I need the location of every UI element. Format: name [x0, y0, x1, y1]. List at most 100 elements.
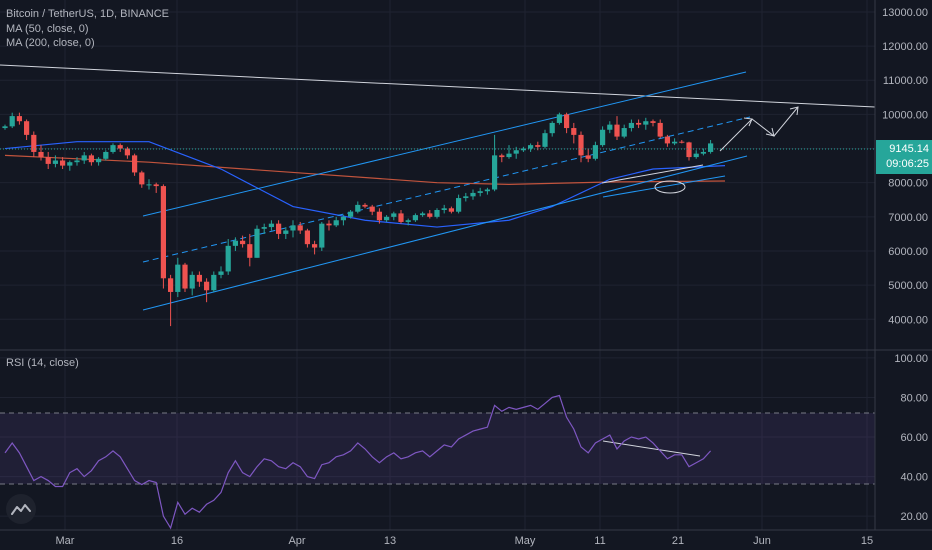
price-tick-label: 13000.00: [882, 7, 928, 19]
candle-body: [369, 206, 375, 212]
channel-upper-line: [142, 71, 747, 217]
channel-mid-dashed-line: [142, 116, 751, 263]
candle-body: [578, 134, 584, 156]
symbol-legend[interactable]: Bitcoin / TetherUS, 1D, BINANCE: [6, 8, 170, 20]
time-tick-label: 16: [171, 535, 183, 547]
candle-body: [643, 121, 649, 125]
price-tick-label: 7000.00: [888, 212, 928, 224]
candle-body: [456, 198, 462, 212]
candle-body: [297, 225, 303, 231]
time-tick-label: 11: [594, 535, 605, 547]
candle-body: [74, 160, 80, 163]
rsi-tick-label: 60.00: [900, 432, 928, 444]
candle-body: [362, 204, 368, 207]
candle-body: [700, 151, 706, 154]
candle-body: [693, 153, 699, 158]
candle-body: [391, 213, 397, 217]
tradingview-logo-icon: [11, 504, 31, 515]
tradingview-logo[interactable]: [6, 494, 36, 524]
candle-body: [124, 148, 130, 156]
candle-body: [664, 136, 670, 144]
price-tick-label: 8000.00: [888, 178, 928, 190]
support-line: [602, 175, 726, 198]
candle-body: [261, 227, 267, 229]
candle-body: [196, 274, 202, 282]
arrow-head-3: [789, 106, 799, 116]
rsi-tick-label: 80.00: [900, 392, 928, 404]
candle-body: [319, 223, 325, 248]
time-axis[interactable]: Mar 16 Apr 13 May 11 21 Jun 15: [56, 535, 874, 547]
candle-body: [240, 240, 246, 245]
candle-body: [585, 155, 591, 159]
candle-body: [2, 126, 8, 129]
trend-drawings: [0, 64, 876, 457]
candle-body: [218, 271, 224, 275]
candle-body: [499, 155, 505, 158]
candle-body: [326, 223, 332, 226]
candle-body: [312, 244, 318, 248]
time-tick-label: 21: [672, 535, 684, 547]
price-tick-label: 11000.00: [883, 75, 928, 87]
candle-body: [103, 151, 109, 159]
candle-body: [628, 122, 634, 129]
price-tick-label: 4000.00: [888, 314, 928, 326]
candle-body: [477, 191, 483, 193]
candle-body: [412, 215, 418, 221]
main-pane-bg: [0, 0, 875, 350]
candle-body: [686, 142, 692, 158]
candle-body: [38, 151, 44, 158]
candle-body: [276, 223, 282, 234]
price-tag-countdown: 09:06:25: [886, 158, 929, 170]
candle-body: [535, 145, 541, 147]
long-resistance-line: [0, 64, 876, 108]
candle-body: [448, 208, 454, 212]
candle-body: [247, 244, 253, 258]
candle-body: [110, 145, 116, 152]
candle-body: [31, 134, 37, 152]
price-tag-bg: [876, 140, 932, 174]
candle-body: [549, 122, 555, 134]
projection-path: [719, 106, 799, 152]
candle-body: [600, 129, 606, 146]
candle-body: [132, 155, 138, 173]
candle-body: [67, 162, 73, 166]
channel-lower-line: [142, 155, 748, 311]
price-tick-label: 12000.00: [882, 41, 928, 53]
candle-body: [168, 278, 174, 292]
rsi-axis[interactable]: 20.00 40.00 60.00 80.00 100.00: [894, 353, 928, 523]
rsi-band-fill: [0, 413, 875, 484]
price-axis[interactable]: 4000.005000.006000.007000.008000.009000.…: [882, 7, 928, 326]
ma50-legend[interactable]: MA (50, close, 0): [6, 23, 89, 35]
candle-body: [528, 145, 534, 149]
candle-body: [60, 160, 66, 166]
candle-body: [340, 216, 346, 221]
candle-body: [513, 150, 519, 154]
candle-body: [420, 213, 426, 216]
candle-body: [153, 184, 159, 187]
candle-body: [225, 245, 231, 272]
candle-body: [232, 240, 238, 246]
candle-body: [405, 220, 411, 222]
candle-body: [254, 228, 260, 258]
time-tick-label: 13: [384, 535, 396, 547]
rsi-legend[interactable]: RSI (14, close): [6, 357, 79, 369]
candle-body: [16, 116, 22, 122]
candle-body: [189, 274, 195, 289]
highlight-ellipse: [654, 180, 686, 194]
candle-body: [650, 121, 656, 123]
time-tick-label: May: [515, 535, 536, 547]
candle-body: [96, 158, 102, 163]
candle-body: [492, 155, 498, 190]
ma200-legend[interactable]: MA (200, close, 0): [6, 37, 95, 49]
candles: [2, 112, 714, 327]
candle-body: [470, 192, 476, 197]
candle-body: [268, 223, 274, 228]
candle-body: [117, 145, 123, 149]
candle-body: [175, 264, 181, 292]
candle-body: [463, 196, 469, 199]
price-tag: 9145.14 09:06:25: [876, 140, 932, 174]
candle-body: [614, 124, 620, 137]
candle-body: [290, 225, 296, 231]
candle-body: [679, 141, 685, 143]
